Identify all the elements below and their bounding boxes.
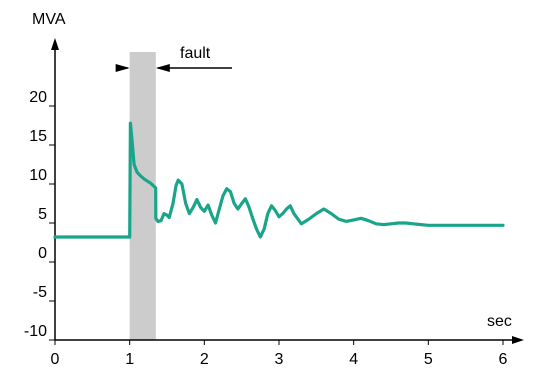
fault-label: fault: [180, 45, 211, 62]
x-axis-title: sec: [487, 313, 512, 330]
x-axis-arrowhead: [512, 336, 524, 344]
y-axis-title: MVA: [32, 11, 66, 28]
y-tick-label: 15: [29, 128, 47, 145]
fault-band: [129, 52, 156, 340]
y-axis-arrowhead: [51, 38, 59, 50]
x-tick-label: 0: [51, 351, 60, 368]
fault-annotation: fault: [115, 45, 232, 72]
x-tick-label: 1: [125, 351, 134, 368]
series-line: [53, 121, 505, 239]
x-tick-label: 3: [275, 351, 284, 368]
x-tick-label: 2: [200, 351, 209, 368]
fault-band-layer: [129, 52, 156, 340]
y-tick-label: 10: [29, 167, 47, 184]
y-tick-label: -5: [33, 284, 47, 301]
x-tick-label: 4: [349, 351, 358, 368]
ticks: -10 -5 0 5 10 15 20 0 1 2 3 4 5 6: [24, 89, 508, 368]
y-tick-label: -10: [24, 323, 47, 340]
y-tick-label: 0: [38, 245, 47, 262]
x-tick-label: 5: [424, 351, 433, 368]
y-tick-label: 5: [38, 206, 47, 223]
x-tick-label: 6: [499, 351, 508, 368]
fault-arrowhead-left: [115, 64, 130, 72]
fault-arrowhead-right: [155, 64, 170, 72]
y-tick-label: 20: [29, 89, 47, 106]
series-layer: [53, 121, 505, 239]
axes: [51, 38, 524, 344]
